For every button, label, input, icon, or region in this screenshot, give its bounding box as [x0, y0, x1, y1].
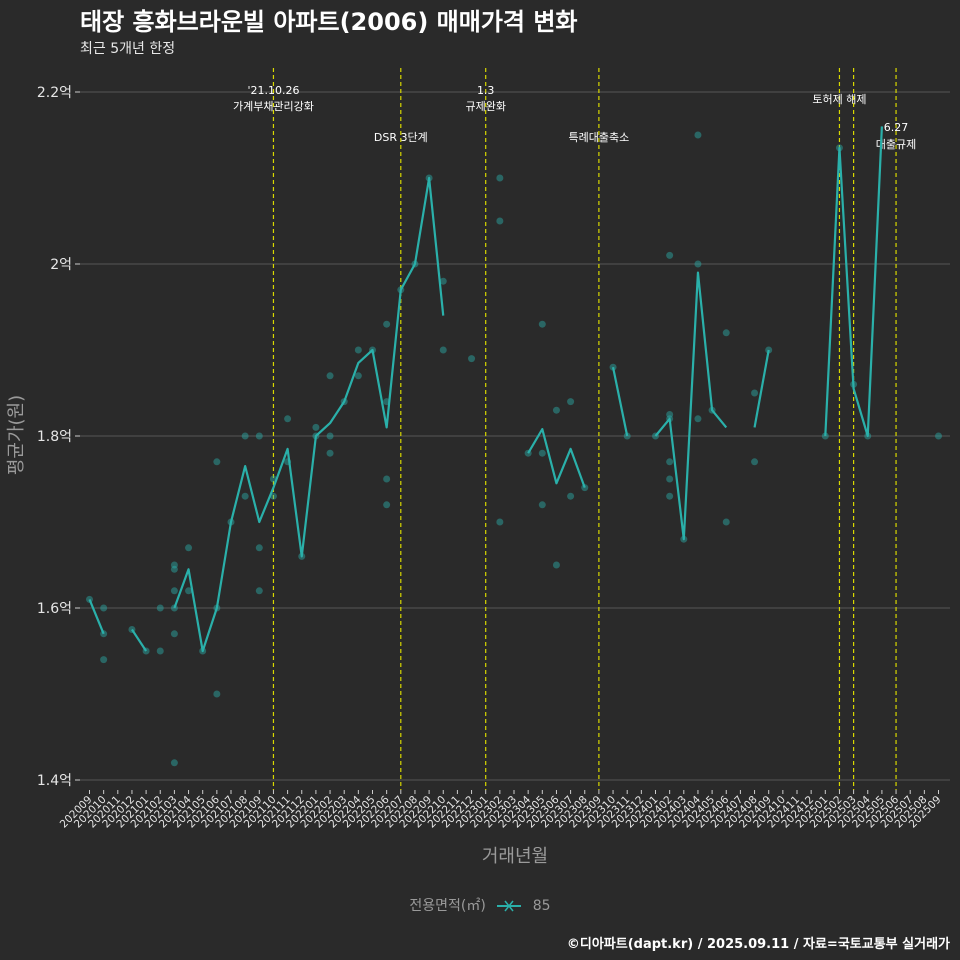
event-label: 특례대출축소 — [569, 131, 630, 144]
y-axis-title: 평균가(원) — [6, 395, 27, 475]
data-point — [538, 501, 546, 509]
x-axis-title: 거래년월 — [482, 846, 548, 867]
data-point — [241, 492, 249, 500]
data-point — [185, 544, 193, 552]
y-tick-label: 2.2억 — [37, 85, 72, 101]
legend-line-icon — [497, 900, 522, 912]
data-point — [213, 458, 221, 466]
data-point — [383, 320, 391, 328]
data-point — [468, 355, 476, 363]
data-point — [694, 415, 702, 423]
data-point — [312, 423, 320, 431]
data-point — [241, 432, 249, 440]
data-point — [255, 432, 263, 440]
data-point — [694, 131, 702, 139]
data-point — [170, 630, 178, 638]
y-tick-label: 1.6억 — [37, 601, 72, 617]
event-label: 규제완화 — [465, 100, 505, 113]
data-point — [326, 449, 334, 457]
data-point — [383, 501, 391, 509]
event-label: '21.10.26 — [247, 84, 299, 97]
series-line-85 — [753, 349, 770, 428]
legend: 전용면적(㎡) 85 — [0, 895, 960, 915]
data-point — [751, 458, 759, 466]
data-point — [213, 690, 221, 698]
data-point — [439, 277, 447, 285]
data-point — [326, 372, 334, 380]
chart-title: 태장 흥화브라운빌 아파트(2006) 매매가격 변화 — [80, 8, 578, 36]
y-tick-label: 2억 — [50, 257, 72, 273]
data-point — [255, 544, 263, 552]
data-point — [666, 492, 674, 500]
chart-subtitle: 최근 5개년 한정 — [80, 41, 176, 57]
data-point — [552, 406, 560, 414]
data-point — [751, 389, 759, 397]
event-label: 가계부채관리강화 — [233, 100, 314, 113]
data-point — [496, 217, 504, 225]
data-point — [170, 561, 178, 569]
data-point — [170, 587, 178, 595]
event-label: 1.3 — [477, 84, 495, 97]
series-line-85 — [824, 126, 883, 438]
data-point — [694, 260, 702, 268]
data-point — [666, 458, 674, 466]
data-point — [538, 320, 546, 328]
data-point — [496, 518, 504, 526]
event-label: 대출규제 — [876, 138, 916, 151]
data-point — [354, 346, 362, 354]
series-line-85 — [173, 176, 445, 653]
data-point — [538, 449, 546, 457]
data-point — [666, 411, 674, 418]
event-label: 6.27 — [884, 121, 909, 134]
series-line-85 — [527, 428, 586, 488]
data-point — [156, 604, 164, 612]
series-line-85 — [654, 271, 728, 541]
legend-title: 전용면적(㎡) — [409, 898, 486, 914]
data-point — [383, 475, 391, 483]
data-point — [170, 759, 178, 767]
data-point — [100, 656, 108, 664]
legend-item-85: 85 — [532, 898, 551, 914]
event-label: 토허제 해제 — [812, 92, 866, 106]
series-line-85 — [88, 598, 105, 635]
data-point — [185, 587, 193, 595]
data-point — [326, 432, 334, 440]
series-line-85 — [131, 628, 148, 652]
data-point — [935, 432, 942, 440]
data-point — [666, 251, 674, 259]
data-point — [100, 604, 108, 612]
data-point — [567, 492, 575, 500]
data-point — [722, 329, 730, 337]
data-point — [354, 372, 362, 380]
data-point — [722, 518, 730, 526]
data-point — [156, 647, 164, 655]
y-tick-label: 1.8억 — [37, 429, 72, 445]
series-line-85 — [611, 366, 629, 437]
y-tick-label: 1.4억 — [37, 773, 72, 789]
data-point — [666, 475, 674, 483]
data-point — [496, 174, 504, 182]
source-credit: ©디아파트(dapt.kr) / 2025.09.11 / 자료=국토교통부 실… — [566, 937, 950, 952]
data-point — [255, 587, 263, 595]
event-label: DSR 3단계 — [374, 131, 428, 144]
data-point — [567, 398, 575, 406]
data-point — [552, 561, 560, 569]
data-point — [284, 415, 292, 423]
data-point — [439, 346, 447, 354]
price-chart: 1.4억1.6억1.8억2억2.2억2020092020102020112020… — [6, 68, 950, 867]
data-point — [170, 565, 178, 573]
